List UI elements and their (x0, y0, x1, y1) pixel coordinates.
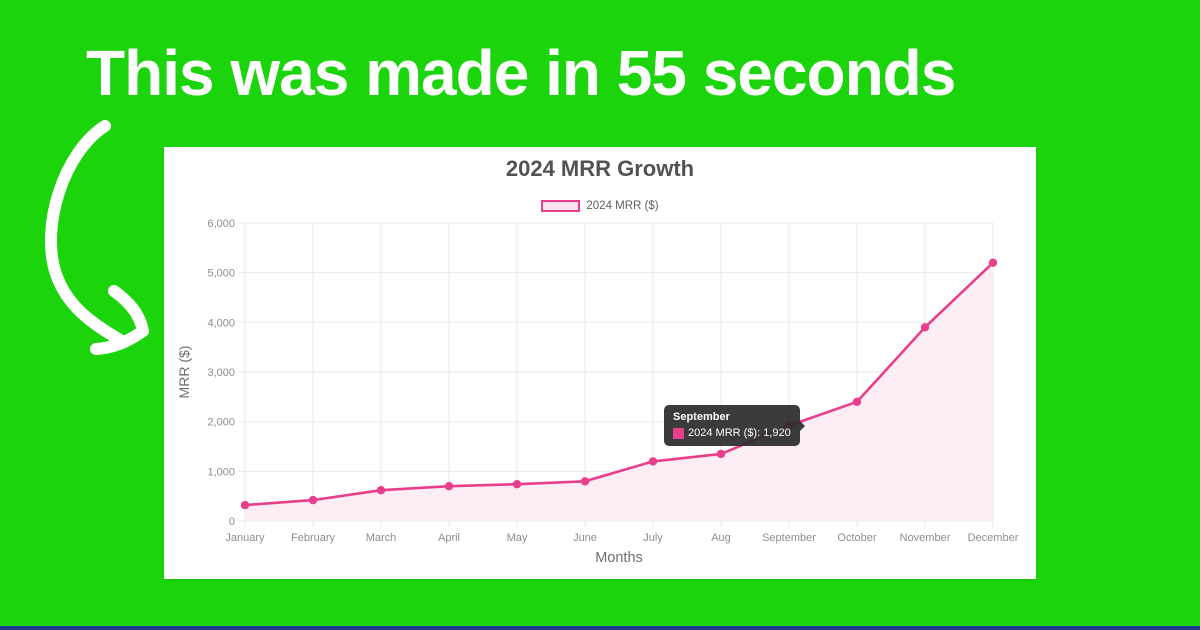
svg-text:1,000: 1,000 (207, 466, 235, 478)
series-line (243, 261, 995, 507)
legend-swatch-icon (541, 200, 581, 212)
svg-text:2,000: 2,000 (207, 417, 235, 429)
y-axis-title: MRR ($) (176, 346, 192, 399)
hand-drawn-arrow-icon (45, 120, 149, 355)
svg-text:6,000: 6,000 (207, 218, 235, 230)
legend-label: 2024 MRR ($) (586, 200, 659, 212)
svg-text:January: January (225, 532, 265, 544)
svg-text:Aug: Aug (711, 532, 731, 544)
svg-text:June: June (573, 532, 597, 544)
x-axis-title: Months (595, 550, 643, 566)
arrow-head (90, 285, 149, 355)
tooltip-value: 2024 MRR ($): 1,920 (688, 427, 791, 439)
svg-text:5,000: 5,000 (207, 268, 235, 280)
chart-legend[interactable]: 2024 MRR ($) (164, 200, 1036, 212)
headline: This was made in 55 seconds (86, 37, 956, 109)
svg-text:December: December (968, 532, 1019, 544)
svg-text:0: 0 (229, 516, 235, 528)
y-grid-and-ticks: 0 1,000 2,000 3,000 4,000 5,000 6,000 (207, 218, 993, 528)
svg-text:4,000: 4,000 (207, 317, 235, 329)
arrow-shaft (45, 120, 128, 347)
chart-title: 2024 MRR Growth (505, 156, 695, 181)
chart-tooltip: September 2024 MRR ($): 1,920 (664, 405, 805, 446)
svg-text:September: September (762, 532, 816, 544)
svg-text:3,000: 3,000 (207, 367, 235, 379)
svg-text:November: November (900, 532, 951, 544)
svg-text:March: March (366, 532, 397, 544)
chart-card: 2024 MRR Growth 2024 MRR ($) 0 1,000 2,000… (164, 147, 1036, 579)
svg-text:May: May (507, 532, 528, 544)
series-area (245, 262, 993, 521)
svg-text:February: February (291, 532, 336, 544)
tooltip-swatch-icon (673, 427, 684, 439)
svg-text:July: July (643, 532, 663, 544)
tooltip-month: September (673, 411, 730, 423)
svg-text:October: October (837, 532, 876, 544)
svg-text:April: April (438, 532, 460, 544)
mrr-line-chart[interactable]: 0 1,000 2,000 3,000 4,000 5,000 6,000 January Fe… (164, 147, 1036, 579)
bottom-accent-bar (0, 626, 1200, 630)
